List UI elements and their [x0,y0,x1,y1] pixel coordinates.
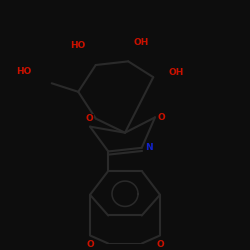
Text: N: N [146,143,153,152]
Text: O: O [86,114,93,123]
Text: O: O [86,240,94,249]
Text: HO: HO [70,42,86,50]
Text: HO: HO [16,66,32,76]
Text: OH: OH [133,38,148,47]
Text: O: O [156,240,164,249]
Text: O: O [158,113,165,122]
Text: OH: OH [168,68,184,77]
